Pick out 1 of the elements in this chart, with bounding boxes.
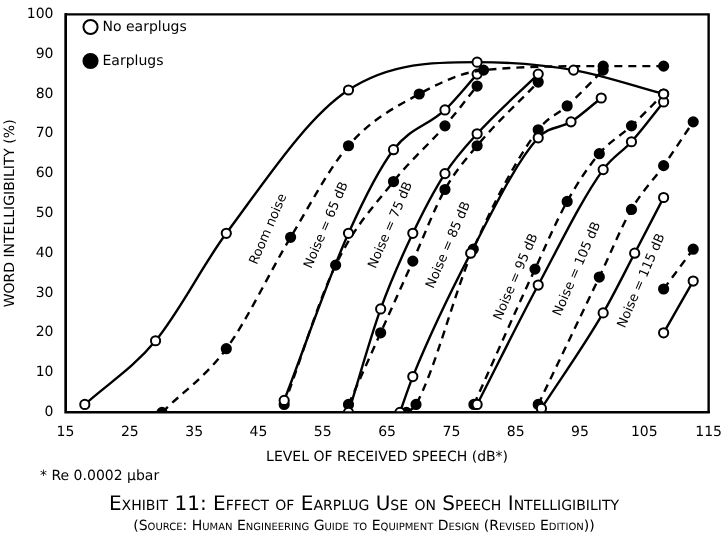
- text: Exhibit 11: Effect of Earplug Use on Speech Intelligibility: [106, 494, 621, 518]
